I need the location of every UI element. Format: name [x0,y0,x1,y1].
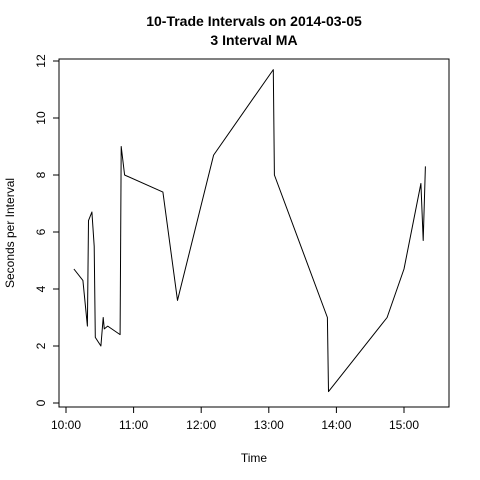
x-tick-label: 10:00 [51,418,81,432]
y-axis-label: Seconds per Interval [3,178,17,288]
y-tick-label: 6 [34,228,48,235]
y-tick-label: 12 [34,54,48,68]
x-tick-label: 15:00 [389,418,419,432]
x-tick-label: 12:00 [186,418,216,432]
y-tick-label: 0 [34,399,48,406]
y-tick-label: 2 [34,342,48,349]
y-tick-label: 8 [34,171,48,178]
x-axis: 10:00 11:00 12:00 13:00 14:00 15:00 [51,406,419,432]
x-axis-label: Time [241,451,268,465]
chart-subtitle: 3 Interval MA [210,32,297,48]
series-layer [73,69,426,393]
y-tick-label: 4 [34,285,48,292]
x-tick-label: 11:00 [119,418,148,432]
plot-frame [58,58,450,408]
y-axis: 0 2 4 6 8 10 12 [34,54,60,406]
y-tick-label: 10 [34,111,48,125]
x-tick-label: 13:00 [254,418,284,432]
series-line [73,69,426,393]
chart-title: 10-Trade Intervals on 2014-03-05 [146,13,362,29]
x-tick-label: 14:00 [321,418,351,432]
